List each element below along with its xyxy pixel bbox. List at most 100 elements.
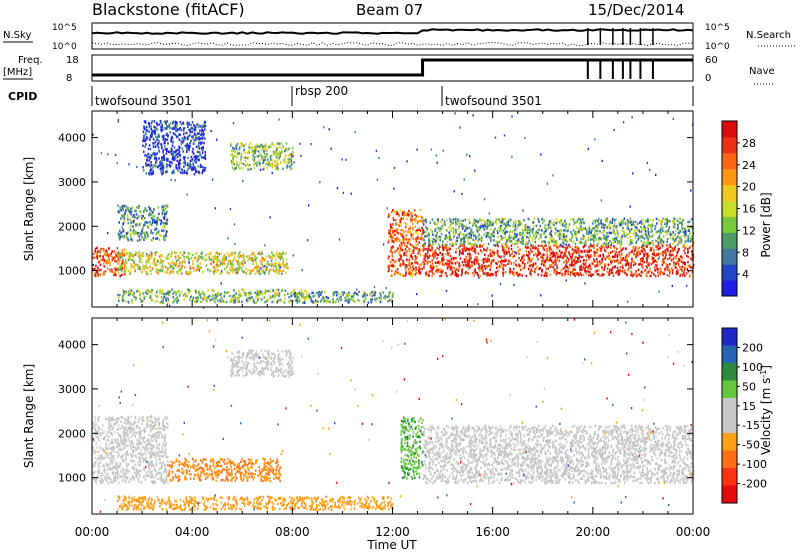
data-cell: [139, 256, 141, 259]
data-cell: [414, 257, 417, 261]
data-cell: [616, 255, 619, 259]
data-cell: [428, 270, 431, 273]
data-cell: [177, 135, 179, 138]
data-cell: [641, 250, 644, 253]
data-cell: [544, 265, 547, 268]
data-cell: [166, 159, 168, 162]
data-cell: [486, 260, 488, 263]
data-cell: [125, 290, 127, 293]
data-cell: [160, 266, 163, 269]
data-cell: [241, 262, 244, 266]
data-cell: [135, 296, 137, 300]
data-cell: [513, 221, 515, 224]
data-cell: [178, 145, 180, 148]
data-cell: [631, 249, 634, 252]
data-cell: [158, 123, 161, 126]
data-cell: [638, 263, 640, 266]
data-cell: [529, 234, 531, 237]
data-cell: [180, 128, 183, 132]
data-cell: [513, 262, 515, 265]
data-cell: [582, 246, 585, 249]
data-cell: [446, 250, 449, 253]
data-cell: [364, 292, 367, 295]
data-cell: [654, 225, 657, 228]
data-cell: [165, 207, 167, 210]
data-cell: [635, 255, 637, 259]
data-cell: [530, 268, 533, 271]
data-cell: [429, 244, 431, 247]
data-cell: [175, 297, 177, 300]
data-cell: [275, 288, 277, 292]
data-cell: [236, 150, 239, 153]
data-cell: [576, 220, 579, 224]
data-cell: [194, 289, 197, 292]
data-cell: [146, 289, 149, 292]
data-cell: [408, 248, 411, 251]
data-cell: [161, 205, 163, 209]
data-cell: [415, 271, 418, 275]
data-cell: [140, 300, 143, 303]
data-cell: [155, 227, 158, 230]
data-cell: [418, 250, 421, 253]
data-cell: [238, 268, 240, 272]
data-cell: [226, 258, 228, 262]
data-cell: [680, 260, 683, 263]
data-cell: [284, 157, 287, 160]
data-cell: [100, 247, 103, 251]
data-cell: [379, 300, 382, 304]
data-cell: [156, 144, 159, 147]
data-cell: [239, 142, 242, 145]
data-cell: [530, 249, 532, 253]
data-cell: [231, 149, 234, 152]
data-cell: [503, 259, 505, 263]
data-cell: [123, 219, 126, 222]
data-cell: [587, 238, 590, 241]
data-cell: [238, 256, 240, 259]
data-cell: [252, 262, 254, 265]
data-cell: [407, 268, 410, 271]
data-cell: [411, 268, 414, 272]
data-cell: [375, 297, 378, 300]
data-cell: [154, 220, 156, 224]
data-cell: [92, 256, 94, 259]
data-cell: [414, 260, 416, 263]
data-cell: [124, 205, 127, 208]
data-cell: [485, 249, 488, 252]
data-cell: [238, 146, 241, 149]
data-cell: [411, 245, 414, 248]
data-cell: [616, 247, 618, 251]
data-cell: [416, 243, 419, 246]
data-cell: [522, 242, 525, 245]
data-cell: [667, 247, 669, 250]
data-cell: [603, 224, 605, 227]
data-cell: [487, 254, 490, 257]
data-cell: [104, 251, 107, 254]
data-cell: [195, 170, 197, 174]
data-cell: [429, 270, 432, 273]
data-cell: [509, 267, 511, 270]
data-cell: [150, 128, 152, 131]
data-cell: [656, 267, 658, 270]
data-cell: [458, 264, 461, 267]
data-cell: [164, 148, 167, 151]
data-cell: [683, 245, 686, 248]
data-cell: [474, 268, 476, 271]
data-cell: [239, 254, 242, 257]
data-cell: [113, 271, 115, 274]
data-cell: [588, 273, 590, 277]
data-cell: [254, 258, 257, 262]
data-cell: [669, 251, 671, 255]
data-cell: [591, 244, 594, 248]
data-cell: [583, 236, 585, 240]
data-cell: [277, 162, 279, 166]
data-cell: [145, 128, 147, 131]
data-cell: [634, 272, 637, 275]
data-cell: [575, 246, 578, 249]
data-cell: [191, 168, 194, 172]
data-cell: [577, 247, 580, 250]
data-cell: [251, 257, 253, 260]
data-cell: [668, 253, 671, 256]
data-cell: [474, 251, 477, 254]
data-cell: [132, 229, 135, 232]
data-cell: [433, 253, 436, 256]
